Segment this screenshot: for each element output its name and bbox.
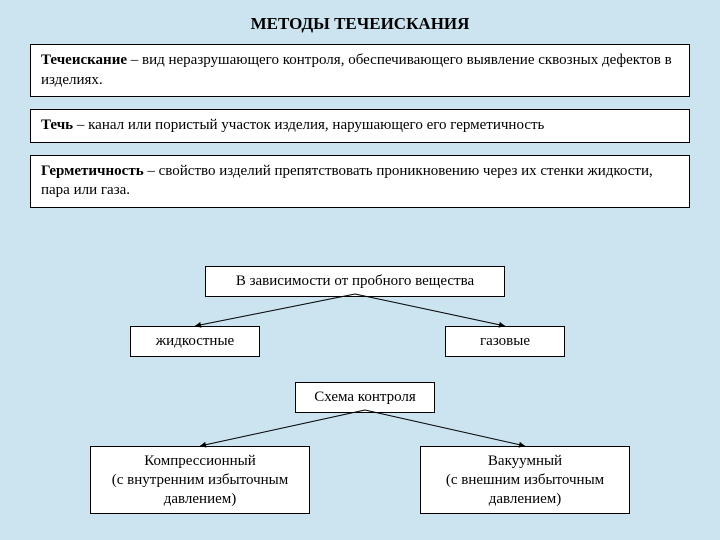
term-1: Течеискание — [41, 52, 127, 68]
branch1-right: газовые — [445, 326, 565, 357]
branch2-left: Компрессионный(с внутренним избыточнымда… — [90, 446, 310, 514]
definition-box-2: Течь – канал или пористый участок издели… — [30, 109, 690, 143]
text-1: – вид неразрушающего контроля, обеспечив… — [41, 52, 672, 88]
page-title: МЕТОДЫ ТЕЧЕИСКАНИЯ — [0, 0, 720, 44]
term-3: Герметичность — [41, 163, 144, 179]
branch1-left: жидкостные — [130, 326, 260, 357]
definition-box-1: Течеискание – вид неразрушающего контрол… — [30, 44, 690, 97]
branch2-parent: Схема контроля — [295, 382, 435, 413]
branch1-parent: В зависимости от пробного вещества — [205, 266, 505, 297]
term-2: Течь — [41, 117, 73, 133]
definition-box-3: Герметичность – свойство изделий препятс… — [30, 155, 690, 208]
text-2: – канал или пористый участок изделия, на… — [73, 117, 544, 133]
branch2-right: Вакуумный(с внешним избыточнымдавлением) — [420, 446, 630, 514]
